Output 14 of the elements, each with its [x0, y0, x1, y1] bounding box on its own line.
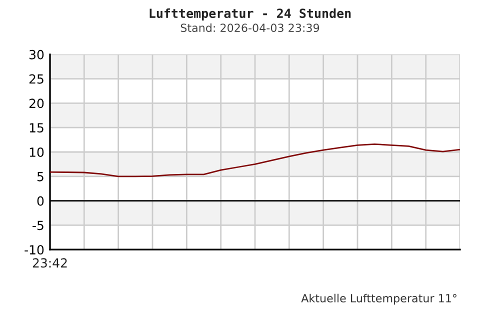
y-tick-label: 0 — [37, 196, 44, 206]
y-tick-label: -5 — [32, 220, 44, 230]
y-tick-label: 5 — [37, 172, 44, 182]
y-tick-label: 30 — [29, 50, 44, 60]
line-series — [50, 143, 460, 178]
y-tick-label: 20 — [29, 98, 44, 108]
y-tick-label: 25 — [29, 74, 44, 84]
y-tick-label: 10 — [30, 147, 44, 157]
y-tick-label: -10 — [24, 245, 44, 255]
chart-subtitle: Stand: 2026-04-03 23:39 — [180, 23, 320, 32]
y-tick-label: 15 — [30, 123, 44, 133]
text: Aktuelle Lufttemperatur 11° — [301, 294, 456, 305]
text: 23:42 — [32, 258, 67, 268]
chart-title: Lufttemperatur - 24 Stunden — [150, 8, 351, 20]
